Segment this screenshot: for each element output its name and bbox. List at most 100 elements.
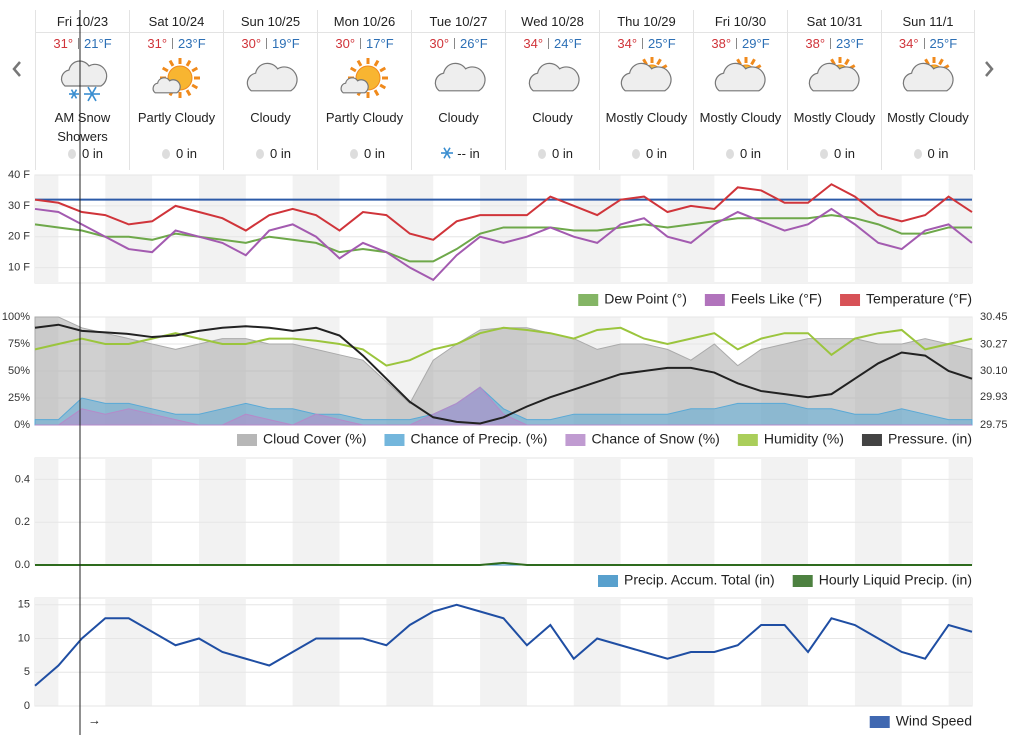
night-band (761, 458, 809, 565)
line (34, 326, 973, 367)
snowflake-icon (69, 89, 79, 99)
y2-tick-label: 29.75 (980, 419, 1008, 431)
night-band (198, 458, 246, 565)
legend-swatch (861, 434, 882, 446)
precip-icon (68, 149, 77, 159)
condition: Cloudy (438, 110, 479, 125)
day-date: Sat 10/24 (130, 14, 223, 33)
icon-svg (714, 57, 766, 92)
prev-arrow[interactable] (12, 61, 21, 77)
night-band (105, 175, 153, 283)
y-tick-label: 0.2 (15, 516, 30, 528)
high-temp: 38° (805, 36, 826, 51)
legend-label: Temperature (°F) (866, 291, 972, 307)
day-temps: 38° 29°F (694, 36, 787, 52)
icon-svg (434, 62, 486, 92)
cloud-icon (808, 62, 860, 92)
snowflake-icon (84, 86, 100, 102)
day-date: Sun 10/25 (224, 14, 317, 33)
precip-icon (162, 149, 171, 159)
night-band (854, 458, 902, 565)
precip-icon (632, 149, 641, 159)
precip: 0 in (130, 146, 223, 161)
separator (642, 38, 644, 49)
day-column: Tue 10/27 30° 26°F Cloudy -- in (411, 10, 505, 170)
drop (632, 149, 641, 159)
condition: Mostly Cloudy (605, 110, 688, 125)
night-band (948, 598, 972, 706)
precip: 0 in (506, 146, 599, 161)
separator (736, 38, 738, 49)
night-band (35, 598, 59, 706)
weather-icon (882, 52, 974, 108)
precip-icon (441, 147, 454, 159)
weather-icon (224, 52, 317, 108)
cloud-icon (714, 62, 766, 92)
high-temp: 34° (617, 36, 638, 51)
y2-tick-label: 29.93 (980, 391, 1008, 403)
precip: 0 in (882, 146, 974, 161)
low-temp: 21°F (84, 36, 112, 51)
high-temp: 30° (335, 36, 356, 51)
day-column: Thu 10/29 34° 25°F Mostly Cloudy 0 in (599, 10, 693, 170)
legend-label: Precip. Accum. Total (in) (624, 572, 775, 588)
cloud-icon (434, 62, 486, 92)
day-column: Fri 10/23 31° 21°F AM Snow Showers 0 in (35, 10, 129, 170)
precip-amount: 0 in (270, 146, 291, 161)
day-temps: 30° 19°F (224, 36, 317, 52)
cloud-icon (620, 62, 672, 92)
legend-label: Dew Point (°) (604, 291, 687, 307)
y-tick-label: 75% (8, 338, 30, 350)
y-tick-label: 20 F (8, 231, 30, 243)
icon-svg (902, 57, 954, 92)
legend-swatch (237, 434, 257, 446)
weather-icon (318, 52, 411, 108)
cloud-icon (528, 62, 580, 92)
icon-svg (808, 57, 860, 92)
precip-icon (726, 149, 735, 159)
day-temps: 34° 25°F (600, 36, 693, 52)
legend-label: Chance of Precip. (%) (410, 431, 547, 447)
legend-swatch (737, 434, 758, 446)
night-band (198, 175, 246, 283)
day-temps: 31° 23°F (130, 36, 223, 52)
day-date: Fri 10/30 (694, 14, 787, 33)
snowflake-icon (441, 147, 454, 159)
condition: Cloudy (250, 110, 291, 125)
legend-label: Hourly Liquid Precip. (in) (819, 572, 972, 588)
precip: -- in (412, 146, 505, 161)
drop (162, 149, 171, 159)
precip-amount: -- in (457, 146, 480, 161)
precip: 0 in (318, 146, 411, 161)
high-temp: 34° (898, 36, 919, 51)
legend-swatch (578, 294, 599, 306)
night-band (105, 598, 153, 706)
precip: 0 in (788, 146, 881, 161)
day-column: Mon 10/26 30° 17°F Partly Cloudy 0 in (317, 10, 411, 170)
y-tick-label: 100% (2, 311, 30, 323)
night-band (573, 458, 621, 565)
precip-amount: 0 in (552, 146, 573, 161)
precip: 0 in (600, 146, 693, 161)
weather-icon (788, 52, 881, 108)
day-date: Mon 10/26 (318, 14, 411, 33)
icon-svg (620, 57, 672, 92)
day-column: Sat 10/31 38° 23°F Mostly Cloudy 0 in (787, 10, 881, 170)
day-date: Tue 10/27 (412, 14, 505, 33)
day-date: Fri 10/23 (36, 14, 129, 33)
line (34, 207, 973, 282)
y-tick-label: 15 (18, 599, 30, 611)
day-temps: 30° 17°F (318, 36, 411, 52)
precip-icon (256, 149, 265, 159)
precip-amount: 0 in (740, 146, 761, 161)
area (34, 386, 973, 426)
high-temp: 30° (241, 36, 262, 51)
night-band (386, 175, 434, 283)
low-temp: 25°F (648, 36, 676, 51)
y-tick-label: 0% (14, 419, 30, 431)
next-arrow[interactable] (985, 61, 994, 77)
precip-icon (538, 149, 547, 159)
separator (923, 38, 925, 49)
legend-swatch (792, 575, 813, 587)
